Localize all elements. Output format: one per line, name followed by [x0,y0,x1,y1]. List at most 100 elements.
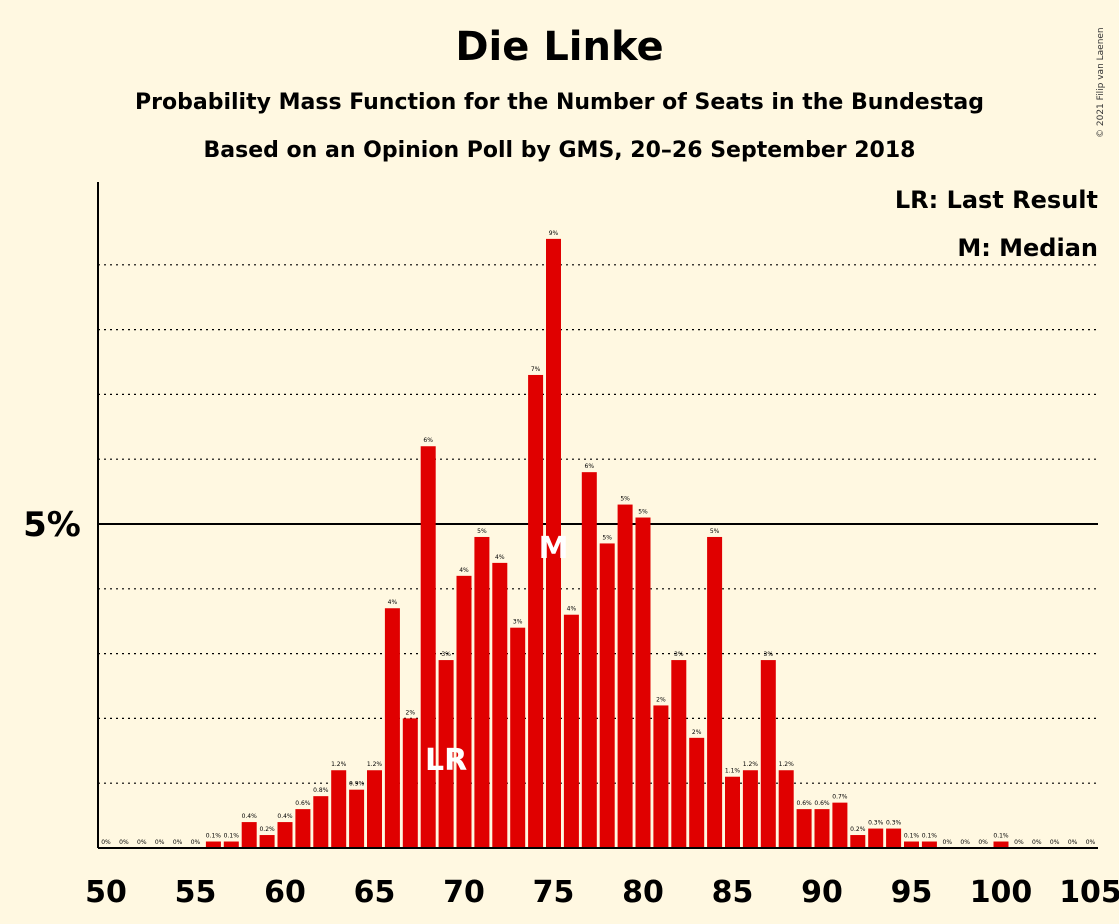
bar-label-52: 0% [137,839,147,846]
bar-label-71: 5% [477,528,487,535]
bar-label-95: 0.1% [904,833,920,840]
bar-label-76: 4% [567,606,577,613]
bar-label-68: 6% [423,437,433,444]
bar-seat-86 [742,770,758,848]
bar-seat-73 [510,627,526,848]
bar-seat-89 [796,809,812,848]
bar-label-54: 0% [173,839,183,846]
bar-label-62: 0.8% [313,787,329,794]
bar-seat-77 [581,472,597,848]
bar-label-77: 6% [585,463,595,470]
bar-seat-82 [671,660,687,848]
bar-label-67: 2% [406,709,416,716]
bar-seat-75 [546,238,561,848]
x-tick-label-95: 95 [891,875,933,910]
bar-seat-87 [760,660,776,848]
bar-label-61: 0.6% [295,800,311,807]
bar-label-57: 0.1% [224,833,240,840]
bar-seat-69 [438,660,454,848]
bar-label-51: 0% [119,839,129,846]
bar-seat-72 [492,562,508,848]
chart-source: Based on an Opinion Poll by GMS, 20–26 S… [203,138,916,163]
bar-seat-63 [331,770,347,848]
bar-label-94: 0.3% [886,820,902,827]
bar-seat-70 [456,575,472,848]
x-tick-label-65: 65 [354,875,396,910]
bar-seat-84 [707,536,723,848]
legend-last-result: LR: Last Result [894,186,1098,214]
x-tick-label-85: 85 [712,875,754,910]
bar-label-89: 0.6% [796,800,812,807]
x-tick-label-70: 70 [443,875,485,910]
bar-label-81: 2% [656,696,666,703]
bar-seat-58 [241,822,257,848]
bar-label-93: 0.3% [868,820,884,827]
bar-label-75: 9% [549,230,559,237]
bar-label-59: 0.2% [259,826,275,833]
bar-seat-67 [402,718,418,848]
bar-seat-56 [205,841,221,848]
bar-seat-80 [635,517,651,848]
bar-seat-93 [868,828,884,848]
bar-seat-62 [313,796,329,848]
bar-seat-65 [367,770,382,848]
bar-seat-68 [420,446,436,848]
bar-label-78: 5% [602,534,612,541]
bar-label-50: 0% [101,839,111,846]
bar-label-99: 0% [978,839,988,846]
bar-label-105: 0% [1086,839,1096,846]
bar-seat-88 [778,770,794,848]
bar-label-73: 3% [513,619,523,626]
bar-seat-78 [599,543,615,848]
bar-seat-74 [528,374,544,848]
bar-label-90: 0.6% [814,800,830,807]
bar-label-66: 4% [388,599,398,606]
x-tick-label-105: 105 [1059,875,1119,910]
bar-label-86: 1.2% [743,761,759,768]
bar-label-64: 0.9% [349,781,365,788]
legend-median: M: Median [957,234,1098,262]
bar-label-69: 3% [441,651,451,658]
bar-label-100: 0.1% [993,833,1009,840]
bar-label-56: 0.1% [206,833,222,840]
bar-label-102: 0% [1032,839,1042,846]
bar-seat-100 [993,841,1009,848]
bar-seat-83 [689,737,705,848]
bar-seat-64 [349,789,365,848]
bar-label-96: 0.1% [922,833,938,840]
bar-label-79: 5% [620,496,630,503]
bar-label-58: 0.4% [242,813,258,820]
bar-label-91: 0.7% [832,794,848,801]
bar-seat-76 [563,614,579,848]
y-tick-label: 5% [23,505,81,545]
x-tick-label-75: 75 [533,875,575,910]
bar-seat-71 [474,536,490,848]
bar-label-60: 0.4% [277,813,293,820]
bar-label-72: 4% [495,554,505,561]
bar-label-101: 0% [1014,839,1024,846]
bar-label-63: 1.2% [331,761,347,768]
bar-seat-59 [259,835,275,848]
bar-label-87: 3% [764,651,774,658]
bar-label-88: 1.2% [779,761,795,768]
median-marker: M [539,531,569,566]
bar-seat-90 [814,809,830,848]
last-result-marker: LR [425,743,467,778]
bar-seat-92 [850,835,866,848]
bar-label-104: 0% [1068,839,1078,846]
bar-label-53: 0% [155,839,165,846]
bar-label-103: 0% [1050,839,1060,846]
bar-seat-61 [295,809,311,848]
bar-label-83: 2% [692,729,702,736]
bar-seat-66 [384,608,400,848]
bar-seat-79 [617,504,633,848]
bar-seat-81 [653,705,669,848]
x-tick-label-80: 80 [622,875,664,910]
bar-label-55: 0% [191,839,201,846]
bar-seat-85 [725,776,740,848]
bar-seat-57 [223,841,239,848]
bar-label-65: 1.2% [367,761,383,768]
x-tick-label-100: 100 [970,875,1033,910]
bar-label-84: 5% [710,528,720,535]
